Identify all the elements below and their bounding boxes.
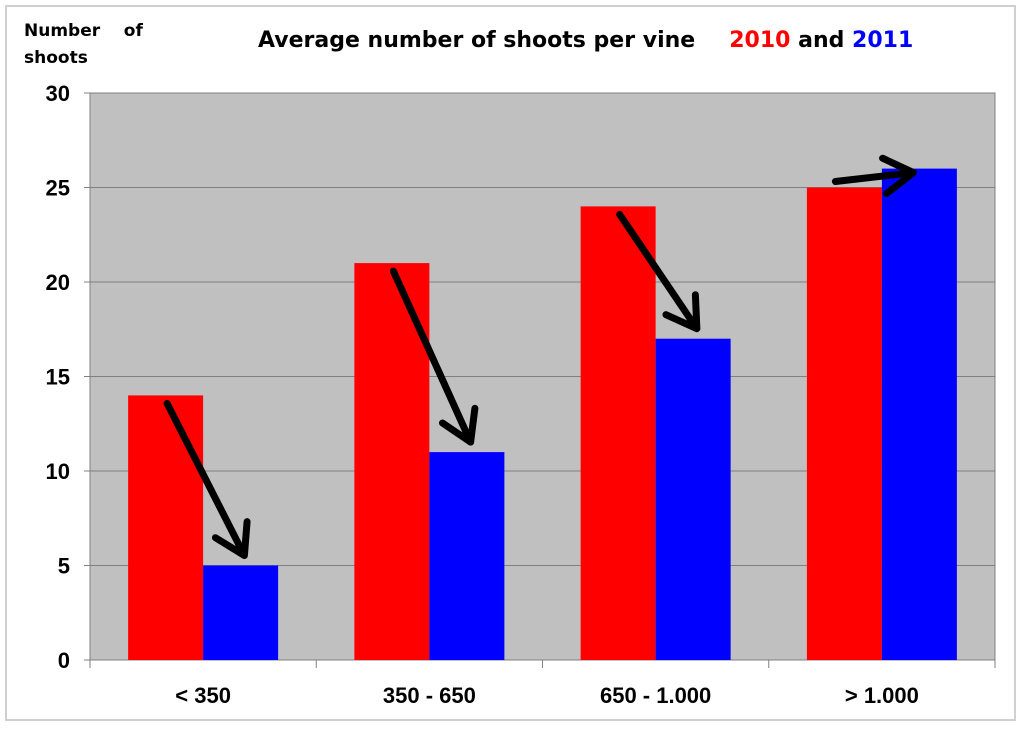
y-tick-label: 15 xyxy=(46,365,70,390)
y-tick-label: 30 xyxy=(46,81,70,106)
arrow-2 xyxy=(389,267,479,446)
chart-title-2010: 2010 xyxy=(729,28,791,53)
arrow-1 xyxy=(163,399,251,559)
bar-2010-4 xyxy=(806,187,882,660)
bar-2010-3 xyxy=(580,206,656,660)
chart-title: Average number of shoots per vine 2010 an… xyxy=(258,28,913,53)
y-tick-label: 25 xyxy=(46,176,70,201)
y-tick-label: 10 xyxy=(46,459,70,484)
chart-title-connector: and xyxy=(798,28,845,53)
bar-2011-2 xyxy=(429,452,505,660)
y-axis-label: Number of shoots xyxy=(24,21,143,68)
y-tick-label: 20 xyxy=(46,270,70,295)
bar-2010-1 xyxy=(128,395,204,660)
chart-title-main: Average number of shoots per vine xyxy=(258,28,696,53)
x-category-label: 650 - 1.000 xyxy=(600,683,711,708)
arrow-4 xyxy=(831,154,917,198)
x-category-label: > 1.000 xyxy=(845,683,919,708)
y-tick-label: 5 xyxy=(58,554,70,579)
chart-title-2011: 2011 xyxy=(852,28,914,53)
bar-2011-4 xyxy=(881,168,957,660)
y-tick-label: 0 xyxy=(58,648,70,673)
x-category-label: 350 - 650 xyxy=(383,683,476,708)
arrow-3 xyxy=(616,210,701,333)
x-category-label: < 350 xyxy=(175,683,231,708)
bar-2011-1 xyxy=(203,565,279,660)
bar-2011-3 xyxy=(655,338,731,660)
